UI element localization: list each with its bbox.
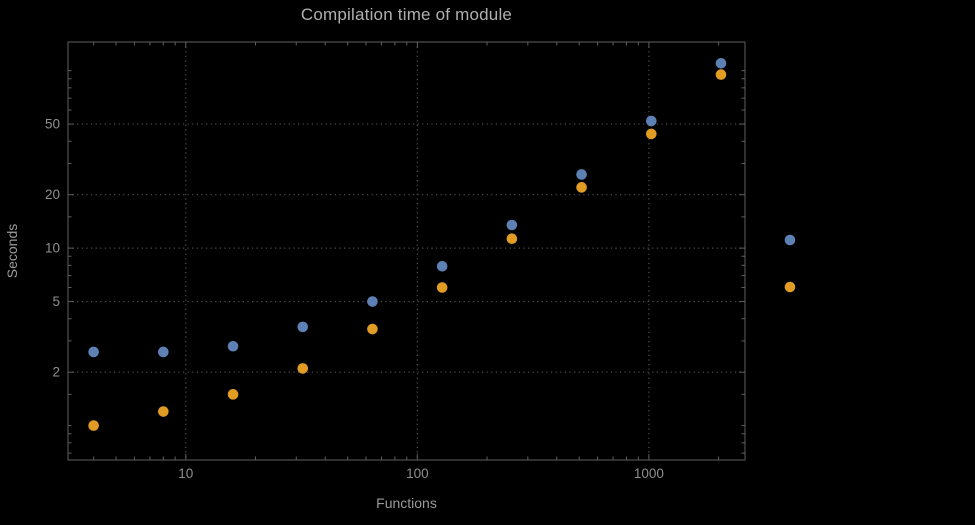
data-point-series-2-x256 [506,233,518,244]
data-point-series-1-x32 [297,321,309,333]
data-point-series-1-x1024 [645,115,657,127]
data-point-series-1-x2048 [715,57,727,69]
data-point-series-2-x16 [227,389,239,400]
data-point-series-1-x512 [576,169,587,180]
data-point-series-2-x64 [367,323,378,335]
data-point-series-1-x64 [367,296,378,307]
data-point-series-1-x128 [436,260,448,272]
data-point-series-1-x8 [158,346,169,358]
x-tick-label-100: 100 [406,466,429,481]
legend-marker-series-2 [784,281,796,293]
y-tick-label-2: 2 [52,365,60,380]
y-tick-label-50: 50 [45,117,60,132]
x-axis-label: Functions [376,495,437,511]
y-tick-label-10: 10 [45,241,60,256]
data-point-series-2-x1024 [645,128,657,140]
x-tick-label-1000: 1000 [634,466,664,481]
data-point-series-2-x32 [297,363,309,374]
data-point-series-2-x2048 [715,69,727,80]
data-point-series-1-x16 [227,340,239,352]
y-tick-label-20: 20 [45,187,60,202]
y-tick-label-5: 5 [52,294,60,309]
data-point-series-2-x128 [436,282,448,293]
data-point-series-2-x512 [576,182,587,193]
data-point-series-2-x4 [88,420,99,431]
legend-marker-series-1 [784,234,796,246]
chart-title: Compilation time of module [300,5,513,24]
data-point-series-1-x4 [88,346,99,358]
plot-frame [67,41,746,461]
x-tick-label-10: 10 [178,466,193,481]
y-axis-label: Seconds [4,223,20,279]
data-point-series-1-x256 [506,219,518,231]
data-point-series-2-x8 [158,406,169,417]
